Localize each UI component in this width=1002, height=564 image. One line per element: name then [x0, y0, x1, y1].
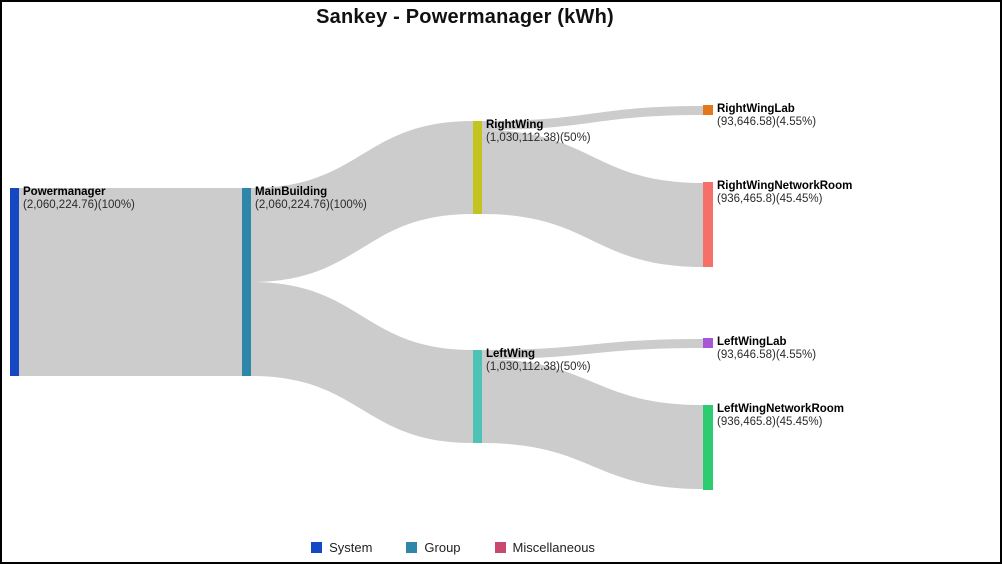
node-value: (936,465.8)(45.45%) — [717, 415, 823, 428]
node-label-MainBuilding: MainBuilding (2,060,224.76)(100%) — [255, 186, 367, 211]
sankey-link-Powermanager-to-MainBuilding[interactable] — [19, 188, 242, 376]
sankey-node-LeftWing[interactable] — [473, 350, 482, 443]
node-value: (2,060,224.76)(100%) — [255, 198, 367, 211]
legend-swatch-icon — [494, 542, 506, 553]
legend-swatch-icon — [406, 542, 418, 553]
node-value: (936,465.8)(45.45%) — [717, 192, 823, 205]
node-name: Powermanager — [23, 186, 106, 198]
sankey-link-MainBuilding-to-RightWing[interactable] — [251, 121, 473, 282]
legend-item-miscellaneous[interactable]: Miscellaneous — [494, 540, 595, 555]
sankey-node-RightWing[interactable] — [473, 121, 482, 214]
node-value: (1,030,112.38)(50%) — [486, 131, 591, 144]
sankey-link-MainBuilding-to-LeftWing[interactable] — [251, 282, 473, 443]
node-label-LeftWingNetworkRoom: LeftWingNetworkRoom (936,465.8)(45.45%) — [717, 403, 844, 428]
node-name: LeftWingNetworkRoom — [717, 403, 845, 415]
legend-label: System — [329, 540, 373, 555]
sankey-node-MainBuilding[interactable] — [242, 188, 251, 376]
sankey-node-RightWingLab[interactable] — [703, 105, 713, 115]
sankey-node-LeftWingNetworkRoom[interactable] — [703, 405, 713, 490]
legend-swatch-icon — [311, 542, 323, 553]
node-name: RightWing — [486, 119, 544, 131]
node-value: (93,646.58)(4.55%) — [717, 348, 817, 361]
node-label-RightWingNetworkRoom: RightWingNetworkRoom (936,465.8)(45.45%) — [717, 180, 852, 205]
sankey-link-LeftWing-to-LeftWingLab[interactable] — [482, 339, 703, 359]
legend-label: Miscellaneous — [512, 540, 595, 555]
chart-title: Sankey - Powermanager (kWh) — [316, 6, 614, 28]
node-value: (93,646.58)(4.55%) — [717, 115, 817, 128]
sankey-link-RightWing-to-RightWingLab[interactable] — [482, 106, 703, 130]
sankey-link-RightWing-to-RightWingNetworkRoom[interactable] — [482, 130, 703, 267]
node-value: (1,030,112.38)(50%) — [486, 360, 591, 373]
legend-item-group[interactable]: Group — [406, 540, 461, 555]
node-name: LeftWingLab — [717, 336, 787, 348]
node-value: (2,060,224.76)(100%) — [23, 198, 135, 211]
node-label-RightWingLab: RightWingLab (93,646.58)(4.55%) — [717, 103, 816, 128]
node-name: LeftWing — [486, 348, 536, 360]
sankey-node-RightWingNetworkRoom[interactable] — [703, 182, 713, 267]
legend: System Group Miscellaneous — [2, 540, 952, 555]
node-name: RightWingNetworkRoom — [717, 180, 853, 192]
node-label-LeftWing: LeftWing (1,030,112.38)(50%) — [486, 348, 591, 373]
legend-item-system[interactable]: System — [311, 540, 372, 555]
sankey-node-Powermanager[interactable] — [10, 188, 19, 376]
node-label-LeftWingLab: LeftWingLab (93,646.58)(4.55%) — [717, 336, 816, 361]
sankey-link-LeftWing-to-LeftWingNetworkRoom[interactable] — [482, 359, 703, 489]
node-name: MainBuilding — [255, 186, 328, 198]
node-label-Powermanager: Powermanager (2,060,224.76)(100%) — [23, 186, 135, 211]
sankey-node-LeftWingLab[interactable] — [703, 338, 713, 348]
node-label-RightWing: RightWing (1,030,112.38)(50%) — [486, 119, 591, 144]
node-name: RightWingLab — [717, 103, 795, 115]
legend-label: Group — [424, 540, 461, 555]
